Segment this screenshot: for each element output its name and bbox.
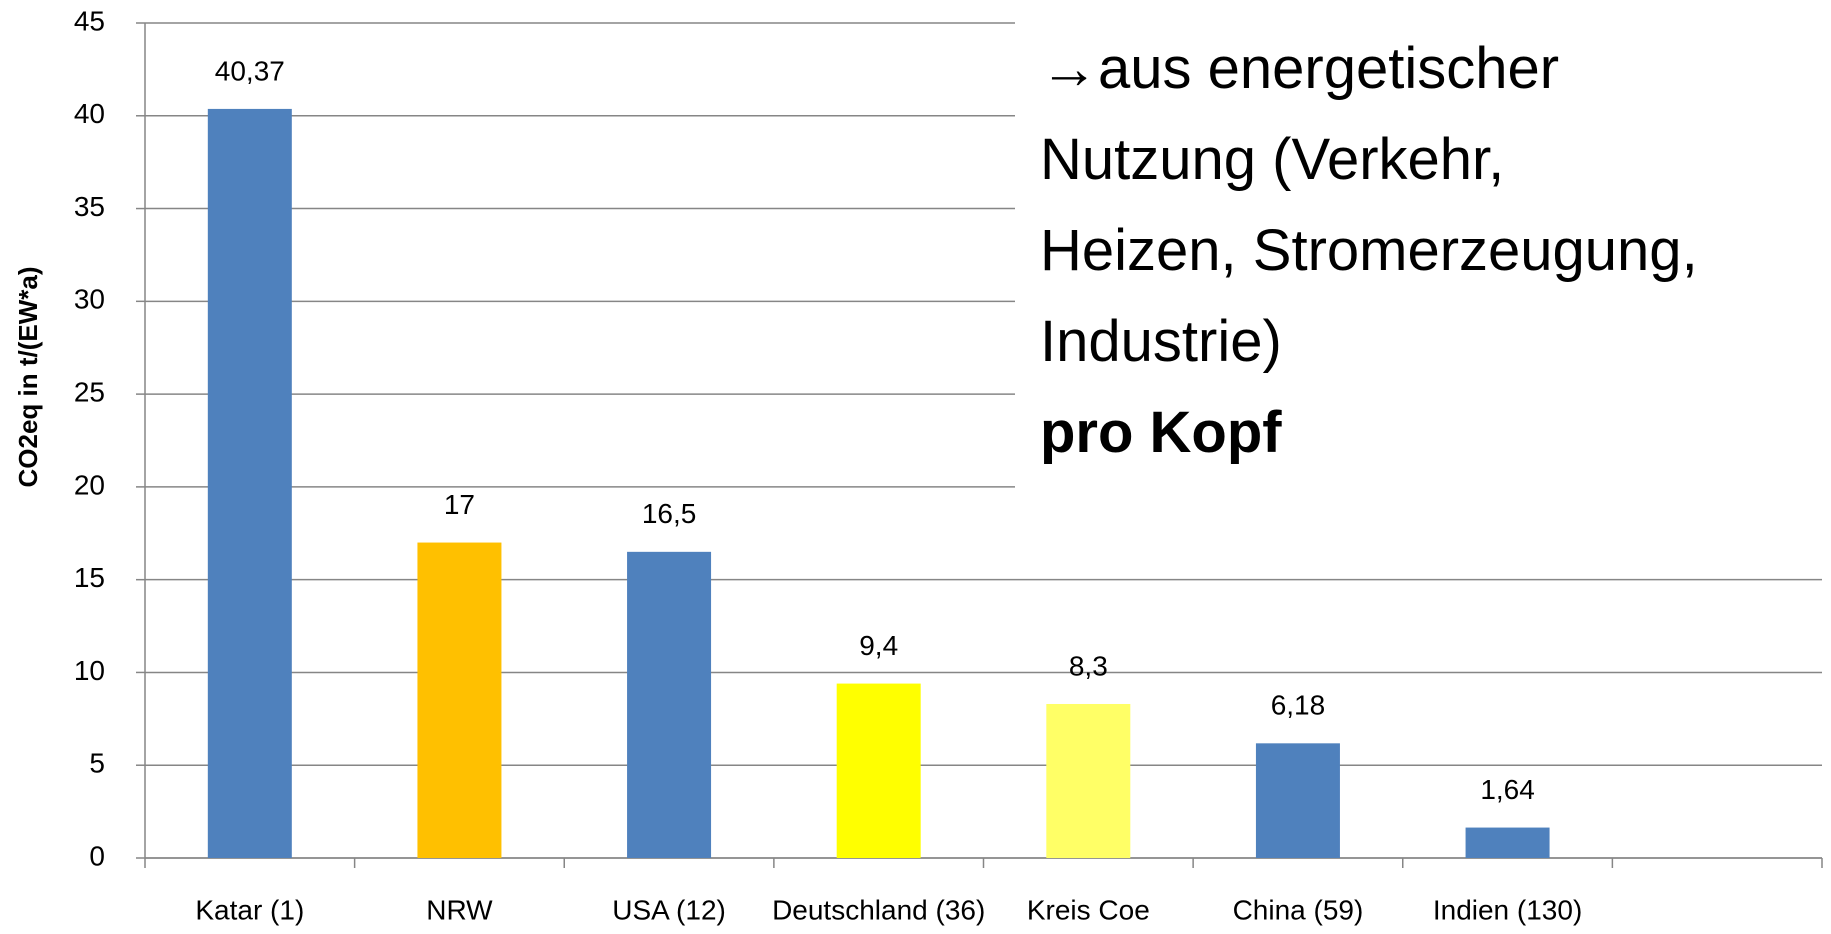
x-tick-label: Katar (1) bbox=[195, 894, 304, 925]
annotation-line: Industrie) bbox=[1040, 309, 1282, 374]
y-axis-label: CO2eq in t/(EW*a) bbox=[13, 266, 43, 487]
y-tick-label: 5 bbox=[89, 748, 105, 779]
y-tick-label: 30 bbox=[74, 284, 105, 315]
value-label: 16,5 bbox=[642, 498, 697, 529]
bar bbox=[1046, 703, 1131, 858]
x-tick-label: Deutschland (36) bbox=[772, 894, 985, 925]
annotation-line: Nutzung (Verkehr, bbox=[1040, 127, 1504, 192]
y-tick-label: 40 bbox=[74, 98, 105, 129]
annotation-line: Heizen, Stromerzeugung, bbox=[1040, 218, 1698, 283]
bar bbox=[627, 551, 712, 858]
x-tick-label: NRW bbox=[426, 894, 493, 925]
y-tick-label: 0 bbox=[89, 840, 105, 871]
x-tick-label: Kreis Coe bbox=[1027, 894, 1150, 925]
bar bbox=[1465, 827, 1550, 858]
annotation-line: →aus energetischer bbox=[1040, 36, 1559, 101]
value-label: 17 bbox=[444, 489, 475, 520]
value-label: 40,37 bbox=[215, 55, 285, 86]
bar bbox=[417, 542, 502, 858]
x-tick-label: Indien (130) bbox=[1433, 894, 1582, 925]
y-tick-label: 15 bbox=[74, 562, 105, 593]
x-tick-label: USA (12) bbox=[612, 894, 726, 925]
value-label: 8,3 bbox=[1069, 650, 1108, 681]
value-label: 1,64 bbox=[1480, 774, 1535, 805]
value-label: 6,18 bbox=[1271, 690, 1326, 721]
y-tick-label: 25 bbox=[74, 377, 105, 408]
y-tick-label: 45 bbox=[74, 5, 105, 36]
y-tick-label: 35 bbox=[74, 191, 105, 222]
y-tick-label: 10 bbox=[74, 655, 105, 686]
bar bbox=[836, 683, 921, 858]
bar bbox=[1255, 743, 1340, 858]
value-label: 9,4 bbox=[859, 630, 898, 661]
annotation-box bbox=[1015, 0, 1824, 510]
bar bbox=[207, 108, 292, 858]
y-tick-label: 20 bbox=[74, 469, 105, 500]
x-tick-label: China (59) bbox=[1233, 894, 1364, 925]
annotation-bold: pro Kopf bbox=[1040, 400, 1282, 465]
